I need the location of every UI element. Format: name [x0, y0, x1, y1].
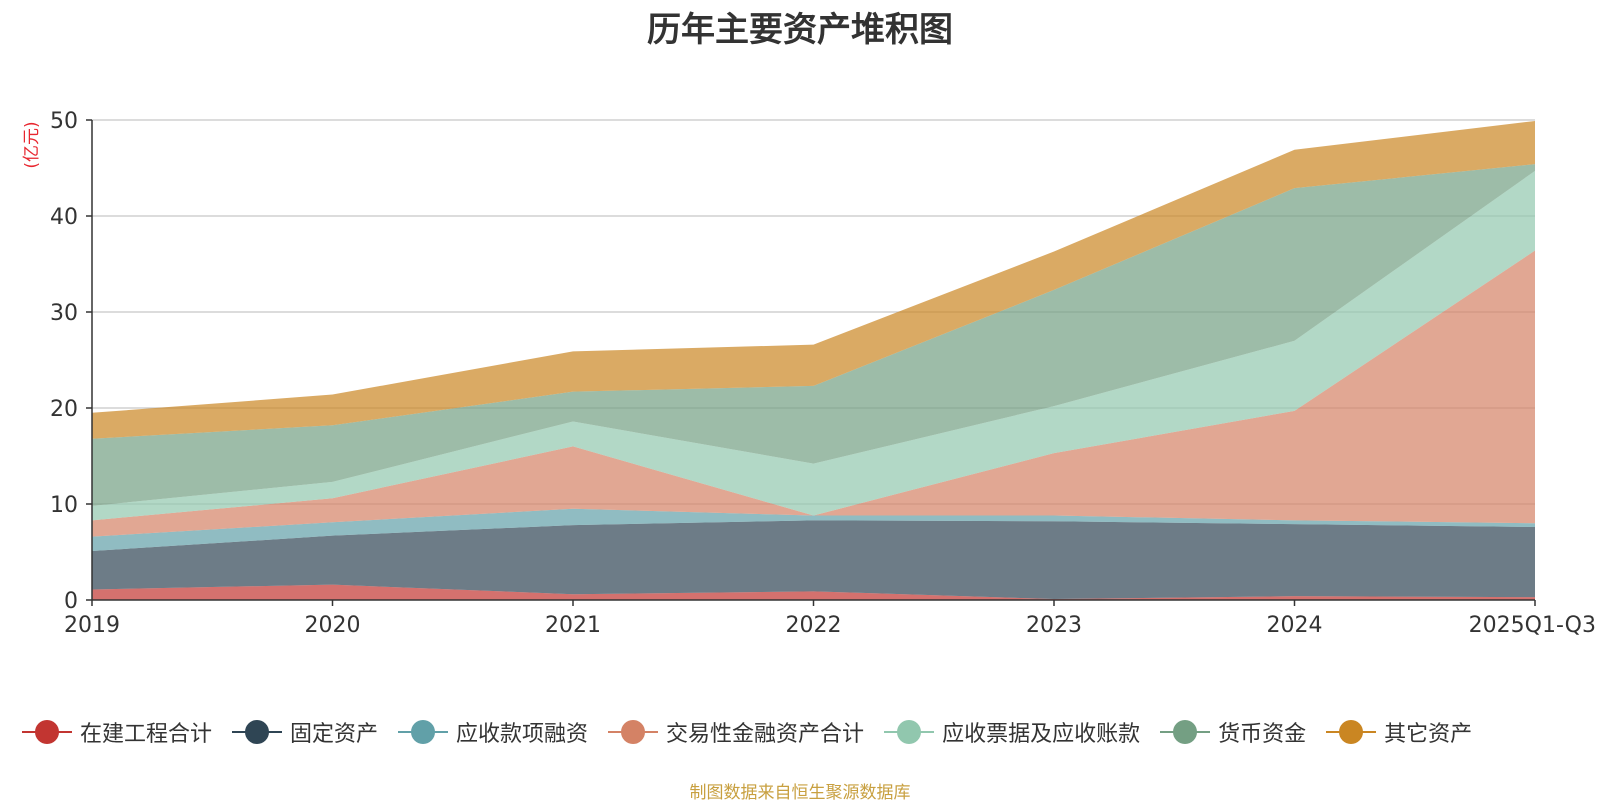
- area-其它资产[interactable]: [92, 120, 1535, 439]
- legend-label: 货币资金: [1218, 722, 1307, 747]
- data-source-footer: 制图数据来自恒生聚源数据库: [689, 783, 911, 803]
- legend-label: 交易性金融资产合计: [666, 722, 865, 747]
- legend-label: 其它资产: [1384, 722, 1473, 747]
- legend-label: 在建工程合计: [80, 722, 213, 747]
- y-tick-label: 30: [50, 301, 78, 326]
- chart-title: 历年主要资产堆积图: [647, 10, 953, 50]
- area-在建工程合计[interactable]: [92, 584, 1535, 600]
- area-应收款项融资[interactable]: [92, 508, 1535, 552]
- x-tick-label: 2024: [1267, 613, 1323, 638]
- area-series: [92, 120, 1535, 600]
- legend-label: 应收票据及应收账款: [942, 722, 1141, 747]
- legend-item[interactable]: 交易性金融资产合计: [608, 716, 864, 748]
- y-tick-label: 10: [50, 493, 78, 518]
- x-tick-label: 2022: [786, 613, 842, 638]
- tick-labels: 0 10 20 30 40 50 2019 2020 2021 2022 2023 2024 2025Q…: [50, 109, 1596, 638]
- x-tick-label: 2025Q1-Q3: [1469, 613, 1596, 638]
- legend-swatch-icon: [22, 719, 72, 745]
- area-固定资产[interactable]: [92, 520, 1535, 600]
- legend-swatch-icon: [232, 719, 283, 745]
- legend-item[interactable]: 应收款项融资: [398, 716, 588, 748]
- y-tick-label: 0: [64, 589, 78, 614]
- y-axis-label: (亿元): [22, 121, 42, 168]
- legend-item[interactable]: 固定资产: [232, 716, 378, 748]
- legend-swatch-icon: [1160, 719, 1211, 745]
- legend-swatch-icon: [884, 719, 935, 745]
- area-货币资金[interactable]: [92, 164, 1535, 506]
- y-tick-label: 50: [50, 109, 78, 134]
- x-tick-label: 2020: [305, 613, 361, 638]
- legend-label: 应收款项融资: [456, 722, 589, 747]
- x-tick-label: 2023: [1026, 613, 1082, 638]
- legend-item[interactable]: 其它资产: [1326, 716, 1472, 748]
- y-tick-label: 40: [50, 205, 78, 230]
- legend-item[interactable]: 应收票据及应收账款: [884, 716, 1140, 748]
- stacked-area-chart: 0 10 20 30 40 50 2019 2020 2021 2022 2023 2024 2025Q…: [22, 109, 1596, 638]
- y-tick-label: 20: [50, 397, 78, 422]
- legend-swatch-icon: [608, 719, 659, 745]
- x-tick-label: 2019: [64, 613, 120, 638]
- area-交易性金融资产合计[interactable]: [92, 250, 1535, 537]
- legend-swatch-icon: [398, 719, 449, 745]
- legend-label: 固定资产: [290, 722, 379, 747]
- legend: 在建工程合计 固定资产 应收款项融资 交易性金融资产合计 应收票据及应收账款 货币资金 其它…: [22, 716, 1492, 748]
- x-tick-label: 2021: [545, 613, 601, 638]
- legend-item[interactable]: 在建工程合计: [22, 716, 212, 748]
- legend-item[interactable]: 货币资金: [1160, 716, 1306, 748]
- legend-swatch-icon: [1326, 719, 1377, 745]
